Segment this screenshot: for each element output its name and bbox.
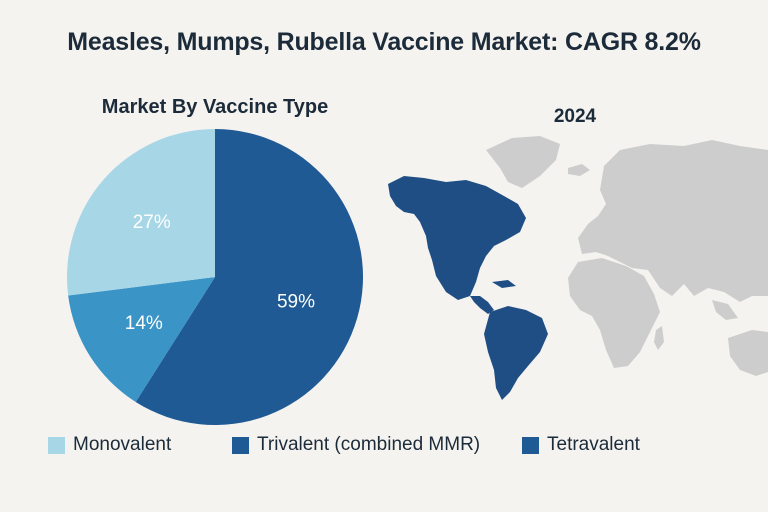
legend-item-tetravalent: Tetravalent <box>522 434 640 456</box>
legend-label-tetravalent: Tetravalent <box>547 434 640 455</box>
australia-shape <box>728 330 768 376</box>
legend: Monovalent Trivalent (combined MMR) Tetr… <box>0 434 768 460</box>
legend-item-trivalent: Trivalent (combined MMR) <box>232 434 480 456</box>
madagascar-shape <box>654 326 664 350</box>
chart-title: Measles, Mumps, Rubella Vaccine Market: … <box>67 28 701 56</box>
south-america-shape <box>484 306 548 400</box>
legend-label-monovalent: Monovalent <box>73 434 172 455</box>
iceland-shape <box>568 164 590 176</box>
africa-shape <box>568 258 660 368</box>
pie-label-monovalent: 27% <box>133 212 171 233</box>
legend-item-monovalent: Monovalent <box>48 434 171 456</box>
eurasia-shape <box>578 140 768 302</box>
world-map <box>388 136 768 400</box>
pie-slice-tetravalent <box>135 129 363 425</box>
central-america-shape <box>470 296 494 314</box>
year-label: 2024 <box>553 106 597 127</box>
chart-subtitle: Market By Vaccine Type <box>101 96 329 118</box>
greenland-shape <box>486 136 560 188</box>
map-base-continents <box>486 136 768 376</box>
north-america-shape <box>388 176 526 300</box>
caribbean-shape <box>492 280 516 288</box>
pie-slice-trivalent <box>68 277 215 402</box>
southeast-asia-shape <box>712 300 738 320</box>
legend-swatch-tetravalent <box>522 436 539 454</box>
legend-swatch-monovalent <box>48 436 65 454</box>
pie-label-tetravalent: 59% <box>277 292 315 313</box>
legend-swatch-trivalent <box>232 436 249 454</box>
map-highlight-americas <box>388 176 548 400</box>
legend-label-trivalent: Trivalent (combined MMR) <box>257 434 481 455</box>
pie-label-trivalent: 14% <box>125 313 163 334</box>
pie-slice-monovalent <box>66 129 215 296</box>
